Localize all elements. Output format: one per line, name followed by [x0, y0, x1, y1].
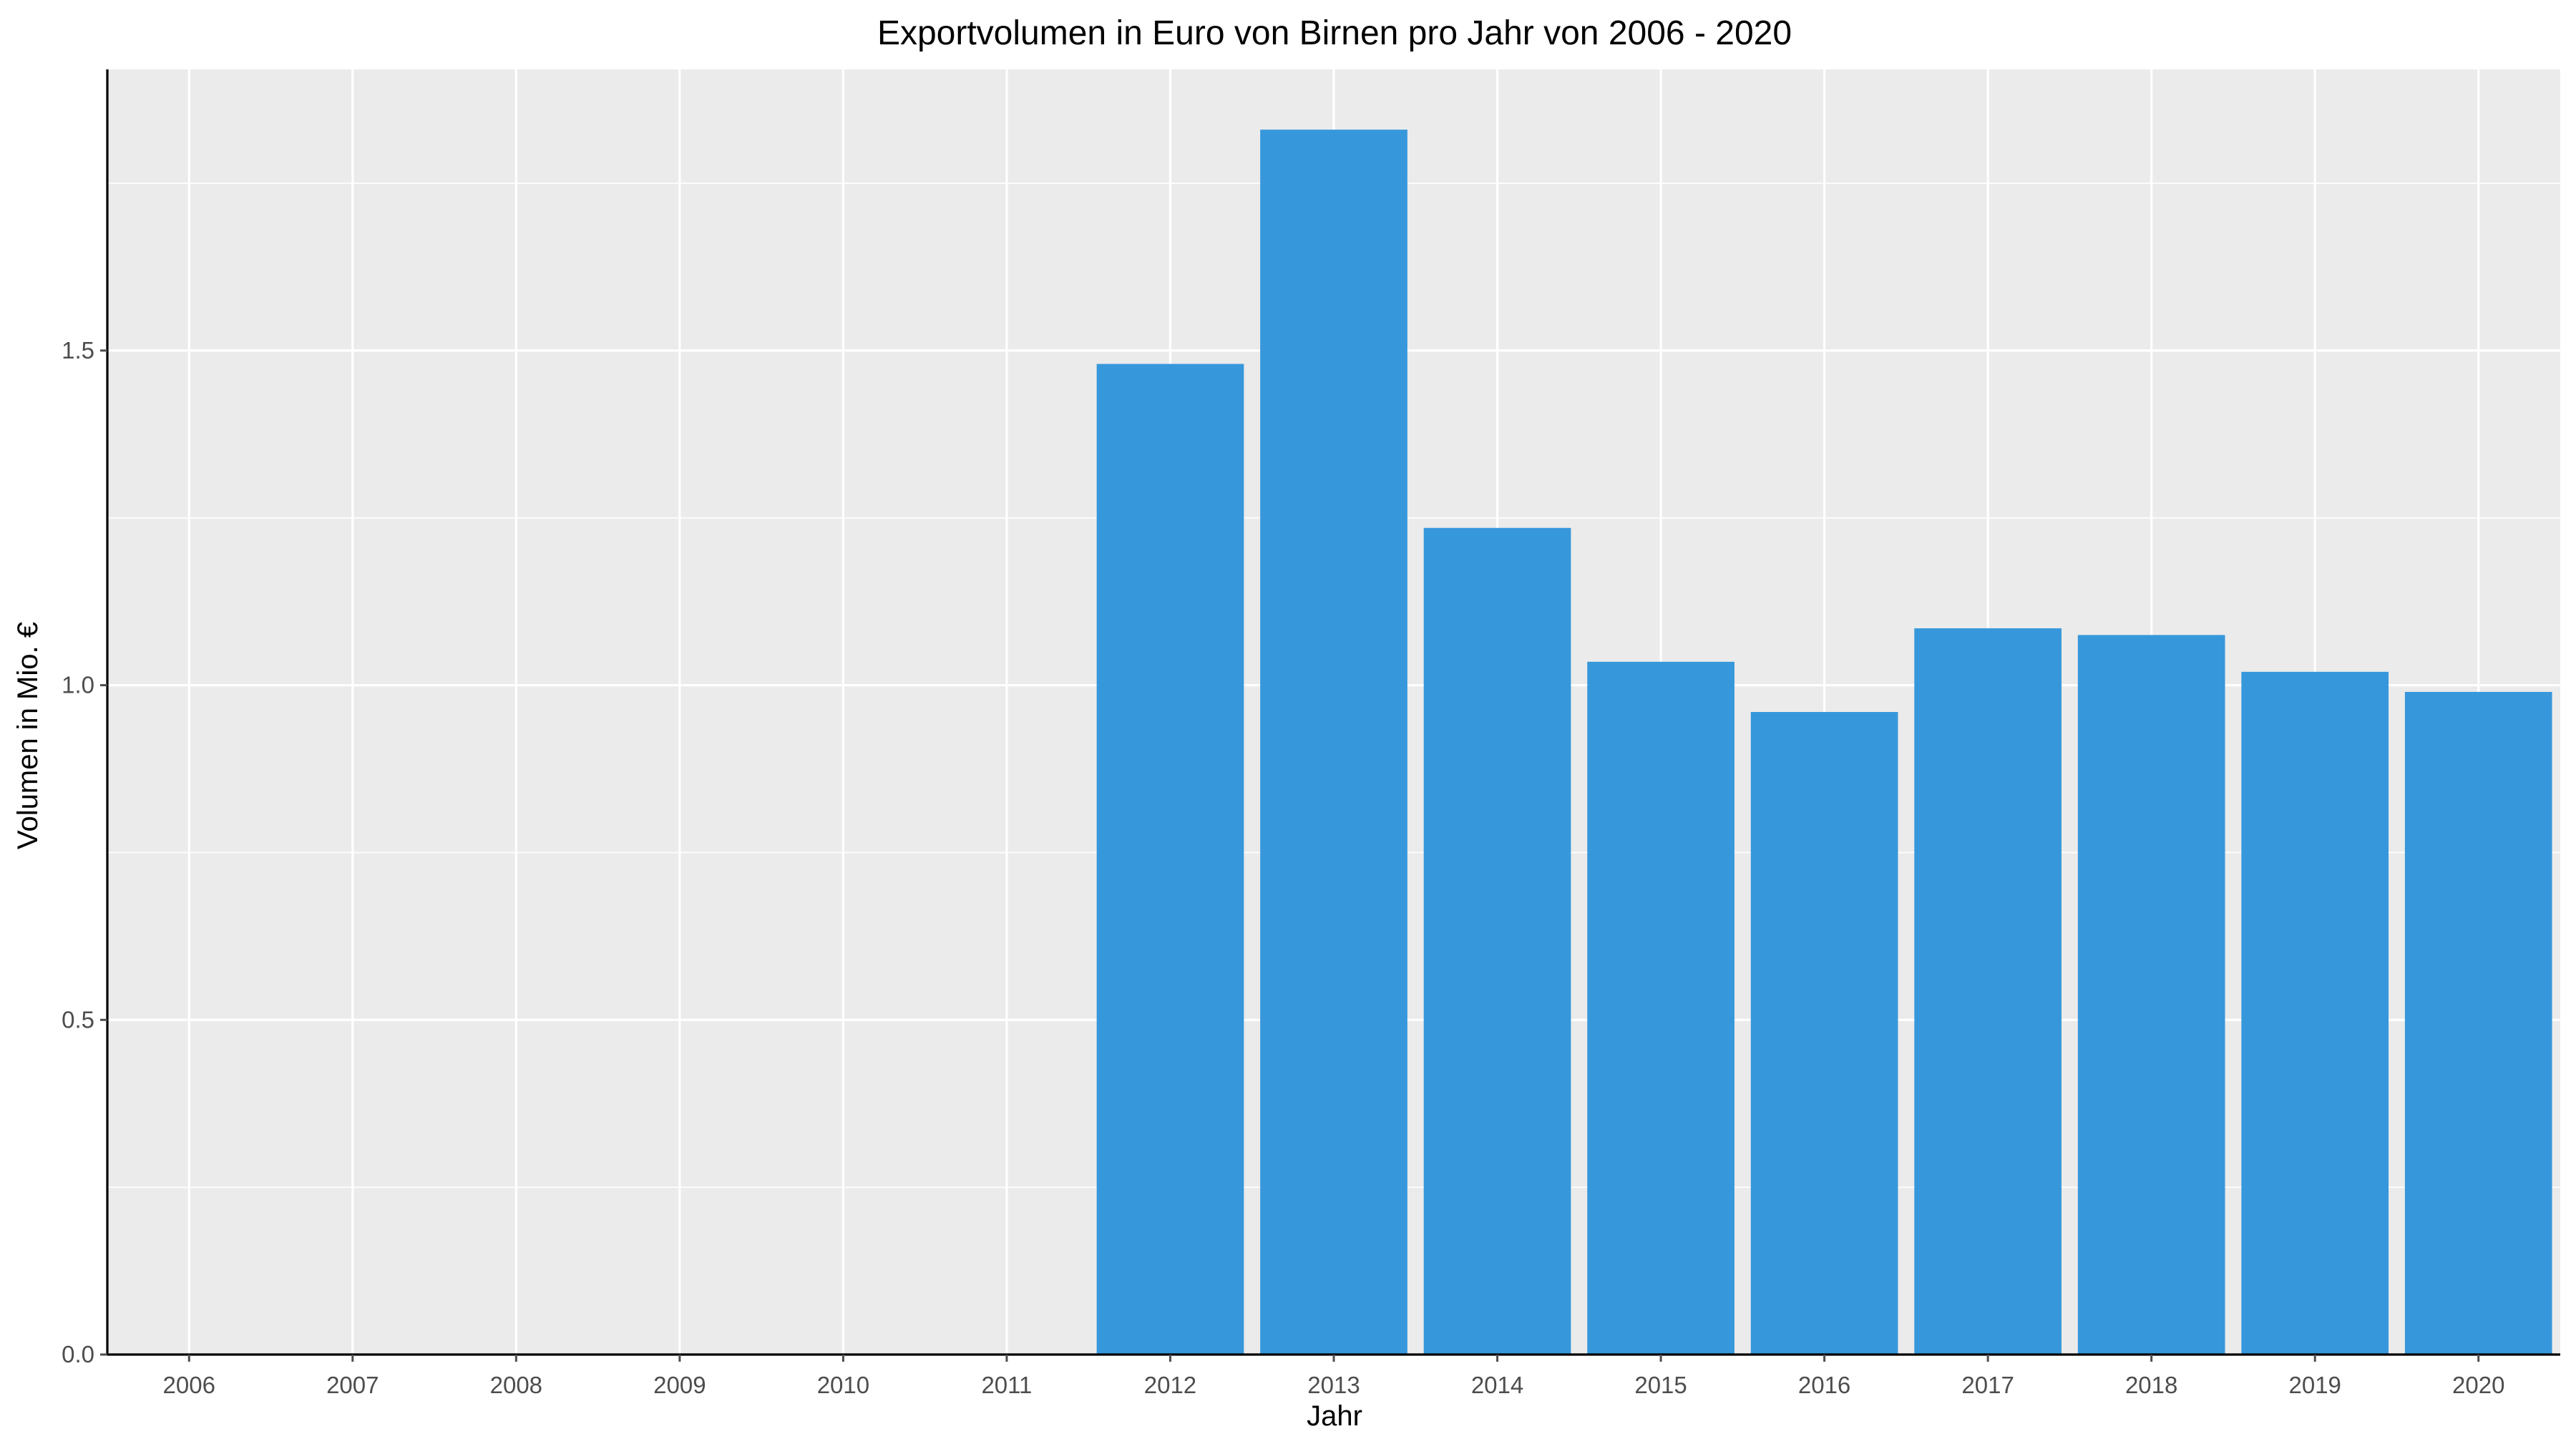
y-tick-label: 0.5: [62, 1006, 94, 1033]
y-tick-label: 1.0: [62, 672, 94, 698]
bar-2020: [2404, 691, 2552, 1355]
x-tick-label: 2020: [2452, 1372, 2504, 1398]
x-axis-title: Jahr: [1307, 1400, 1362, 1432]
x-tick-label: 2006: [163, 1372, 215, 1398]
x-tick-label: 2012: [1144, 1372, 1196, 1398]
bar-2015: [1587, 661, 1735, 1355]
chart-title: Exportvolumen in Euro von Birnen pro Jah…: [877, 14, 1792, 52]
x-tick-label: 2015: [1634, 1372, 1687, 1398]
tick-labels: 0.0 0.5 1.0 1.5 2006 2007 2008 2009 2010 2011 2012…: [62, 337, 2504, 1398]
x-tick-label: 2008: [490, 1372, 542, 1398]
bar-2013: [1260, 130, 1407, 1355]
x-tick-label: 2013: [1307, 1372, 1360, 1398]
x-tick-label: 2011: [981, 1372, 1032, 1398]
bar-2017: [1914, 628, 2062, 1355]
y-tick-label: 1.5: [62, 337, 94, 364]
x-tick-label: 2010: [817, 1372, 869, 1398]
x-tick-label: 2014: [1471, 1372, 1523, 1398]
bar-2018: [2077, 635, 2225, 1355]
y-tick-label: 0.0: [62, 1341, 94, 1367]
x-tick-label: 2019: [2288, 1372, 2341, 1398]
x-tick-label: 2018: [2125, 1372, 2177, 1398]
bars: [1096, 130, 2552, 1355]
x-tick-label: 2017: [1961, 1372, 2014, 1398]
bar-2014: [1423, 527, 1571, 1355]
bar-2016: [1750, 712, 1898, 1355]
x-tick-label: 2016: [1798, 1372, 1850, 1398]
y-axis-title: Volumen in Mio. €: [12, 622, 44, 849]
bar-2012: [1096, 364, 1244, 1355]
bar-2019: [2241, 671, 2389, 1355]
x-tick-label: 2009: [653, 1372, 706, 1398]
x-tick-label: 2007: [326, 1372, 379, 1398]
